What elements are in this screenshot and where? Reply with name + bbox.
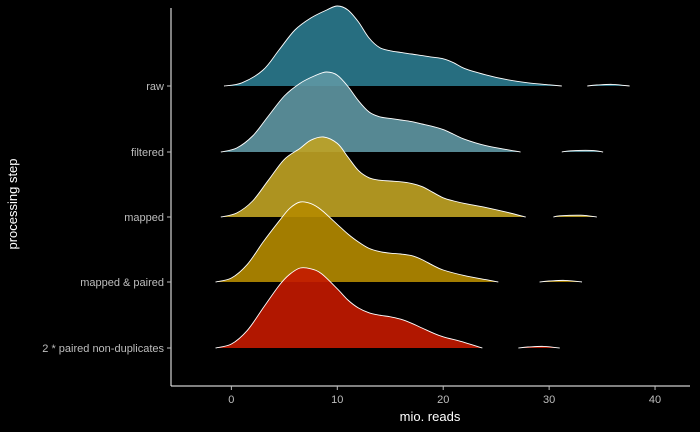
ridge-area-2-paired-non-duplicates (215, 267, 483, 348)
ridge-area-mapped (220, 136, 526, 217)
ridge-tail-outline-2-paired-non-duplicates (518, 345, 560, 349)
ridge-mapped-paired (215, 201, 583, 283)
y-tick-label-filtered: filtered (131, 147, 164, 159)
ridge-area-raw (224, 6, 562, 86)
x-tick-label-20: 20 (437, 394, 449, 406)
ridge-tail-mapped-paired (539, 280, 582, 282)
y-tick-label-raw: raw (146, 81, 164, 93)
ridge-tail-2-paired-non-duplicates (518, 346, 560, 348)
ridge-raw (223, 5, 630, 87)
ridge-outline-mapped-paired (215, 201, 499, 283)
ridge-2-paired-non-duplicates (215, 267, 560, 349)
ridge-tail-raw (587, 84, 630, 86)
ridge-tail-outline-mapped-paired (539, 279, 583, 283)
y-tick-label-mapped-paired: mapped & paired (80, 277, 164, 289)
ridge-area-filtered (220, 72, 521, 152)
x-axis-title: mio. reads (400, 409, 461, 424)
ridge-outline-filtered (220, 71, 521, 153)
ridge-tail-outline-raw (587, 83, 630, 87)
ridge-tail-outline-mapped (553, 214, 597, 218)
ridge-outline-2-paired-non-duplicates (215, 267, 483, 349)
ridge-area-mapped-paired (215, 201, 499, 282)
y-ticks-group: raw filtered mapped mapped & paired 2 * pair… (42, 81, 171, 355)
ridges-group (215, 5, 630, 349)
y-tick-label-mapped: mapped (124, 212, 164, 224)
y-tick-label-2-paired-non-duplicates: 2 * paired non-duplicates (42, 343, 164, 355)
x-ticks-group: 0 10 20 30 40 (228, 386, 661, 406)
x-tick-label-10: 10 (331, 394, 343, 406)
x-tick-label-30: 30 (543, 394, 555, 406)
ridge-tail-outline-filtered (561, 149, 604, 153)
x-tick-label-0: 0 (228, 394, 234, 406)
ridge-outline-raw (223, 5, 562, 87)
ridge-outline-mapped (220, 136, 526, 218)
x-tick-label-40: 40 (649, 394, 661, 406)
y-axis-title: processing step (5, 158, 20, 249)
ridge-filtered (220, 71, 604, 153)
ridge-mapped (220, 136, 597, 218)
